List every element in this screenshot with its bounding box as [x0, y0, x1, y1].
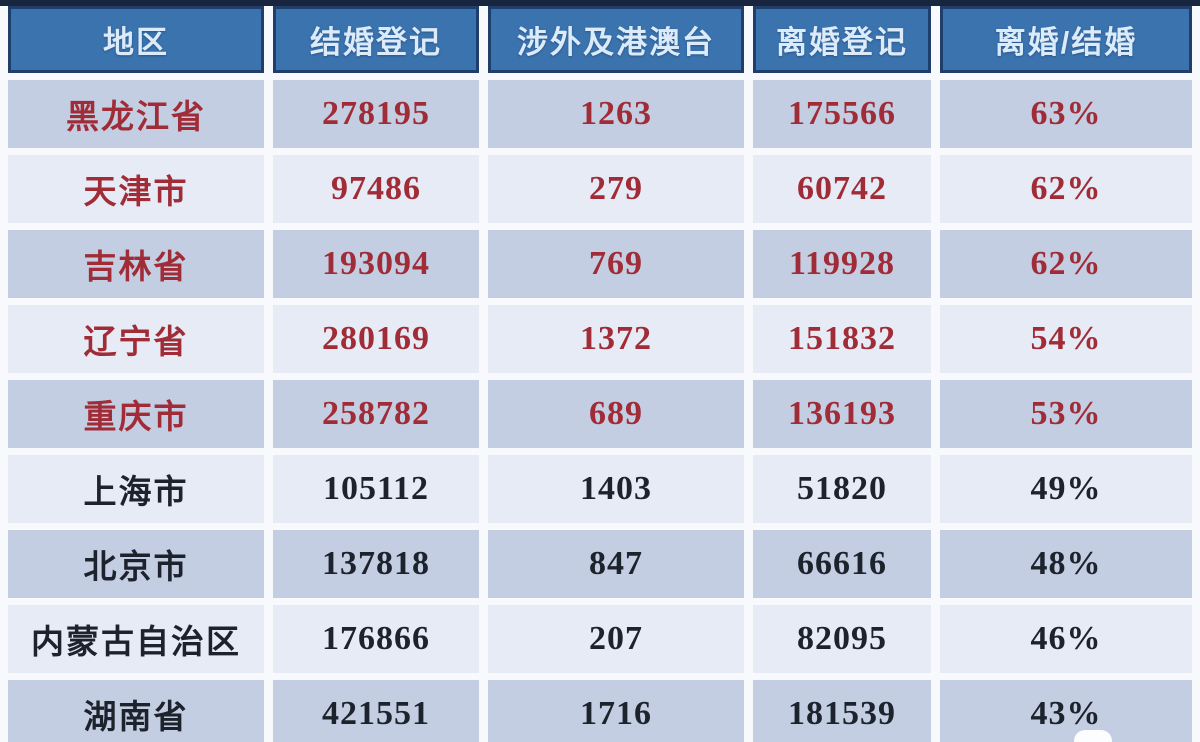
marriage-count-cell: 278195 [273, 80, 479, 148]
ratio-cell: 63% [940, 80, 1192, 148]
divorce-count-cell: 175566 [753, 80, 931, 148]
marriage-count-cell: 258782 [273, 380, 479, 448]
header-region: 地区 [8, 6, 264, 73]
table-row: 天津市 97486 279 60742 62% [8, 155, 1192, 223]
top-edge-bar [0, 0, 1200, 6]
marriage-count-cell: 137818 [273, 530, 479, 598]
marriage-count-cell: 421551 [273, 680, 479, 742]
foreign-count-cell: 689 [488, 380, 744, 448]
divorce-count-cell: 51820 [753, 455, 931, 523]
marriage-count-cell: 193094 [273, 230, 479, 298]
marriage-count-cell: 176866 [273, 605, 479, 673]
divorce-count-cell: 181539 [753, 680, 931, 742]
table-row: 北京市 137818 847 66616 48% [8, 530, 1192, 598]
foreign-count-cell: 769 [488, 230, 744, 298]
table-row: 湖南省 421551 1716 181539 43% [8, 680, 1192, 742]
ratio-cell: 62% [940, 155, 1192, 223]
divorce-count-cell: 119928 [753, 230, 931, 298]
divorce-count-cell: 136193 [753, 380, 931, 448]
table-row: 内蒙古自治区 176866 207 82095 46% [8, 605, 1192, 673]
ratio-cell: 46% [940, 605, 1192, 673]
region-cell: 天津市 [8, 155, 264, 223]
foreign-count-cell: 207 [488, 605, 744, 673]
table-header-row: 地区 结婚登记 涉外及港澳台 离婚登记 离婚/结婚 [8, 6, 1192, 73]
region-cell: 内蒙古自治区 [8, 605, 264, 673]
foreign-count-cell: 847 [488, 530, 744, 598]
table-row: 吉林省 193094 769 119928 62% [8, 230, 1192, 298]
table-row: 上海市 105112 1403 51820 49% [8, 455, 1192, 523]
divorce-count-cell: 60742 [753, 155, 931, 223]
table-row: 辽宁省 280169 1372 151832 54% [8, 305, 1192, 373]
ratio-cell: 48% [940, 530, 1192, 598]
region-cell: 北京市 [8, 530, 264, 598]
ratio-cell: 54% [940, 305, 1192, 373]
foreign-count-cell: 279 [488, 155, 744, 223]
marriage-count-cell: 97486 [273, 155, 479, 223]
region-cell: 吉林省 [8, 230, 264, 298]
ratio-cell: 62% [940, 230, 1192, 298]
marriage-count-cell: 280169 [273, 305, 479, 373]
ratio-cell: 49% [940, 455, 1192, 523]
table-row: 重庆市 258782 689 136193 53% [8, 380, 1192, 448]
header-divorce-registrations: 离婚登记 [753, 6, 931, 73]
ratio-cell: 53% [940, 380, 1192, 448]
region-cell: 湖南省 [8, 680, 264, 742]
corner-overlay-artifact [1074, 730, 1112, 742]
ratio-cell: 43% [940, 680, 1192, 742]
marriage-count-cell: 105112 [273, 455, 479, 523]
divorce-count-cell: 82095 [753, 605, 931, 673]
region-cell: 黑龙江省 [8, 80, 264, 148]
header-divorce-marriage-ratio: 离婚/结婚 [940, 6, 1192, 73]
header-foreign-hk-macau-taiwan: 涉外及港澳台 [488, 6, 744, 73]
divorce-count-cell: 151832 [753, 305, 931, 373]
foreign-count-cell: 1372 [488, 305, 744, 373]
marriage-divorce-table: 地区 结婚登记 涉外及港澳台 离婚登记 离婚/结婚 黑龙江省 278195 12… [0, 6, 1200, 742]
divorce-count-cell: 66616 [753, 530, 931, 598]
region-cell: 辽宁省 [8, 305, 264, 373]
region-cell: 上海市 [8, 455, 264, 523]
foreign-count-cell: 1403 [488, 455, 744, 523]
foreign-count-cell: 1716 [488, 680, 744, 742]
header-marriage-registrations: 结婚登记 [273, 6, 479, 73]
region-cell: 重庆市 [8, 380, 264, 448]
table-row: 黑龙江省 278195 1263 175566 63% [8, 80, 1192, 148]
foreign-count-cell: 1263 [488, 80, 744, 148]
